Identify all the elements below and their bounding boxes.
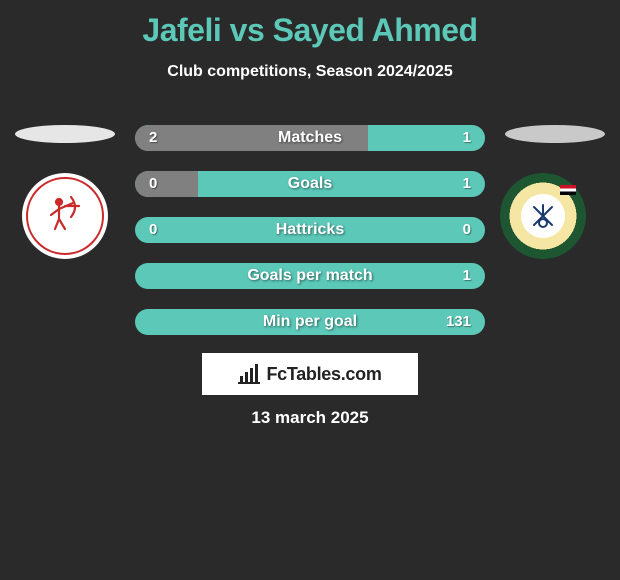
team-left-badge-ring: [26, 177, 104, 255]
stat-label: Goals: [135, 171, 485, 197]
team-left-badge: [22, 173, 108, 259]
stat-label: Goals per match: [135, 263, 485, 289]
egypt-flag-icon: [560, 185, 576, 195]
stat-label: Hattricks: [135, 217, 485, 243]
player-ellipse-left: [15, 125, 115, 143]
team-right-badge: [500, 173, 586, 259]
stat-label: Min per goal: [135, 309, 485, 335]
brand-label: FcTables.com: [266, 364, 381, 385]
team-left-column: [10, 125, 120, 259]
stat-bar: 21Matches: [135, 125, 485, 151]
stats-bars: 21Matches 01Goals 00Hattricks 1Goals per ma…: [135, 125, 485, 355]
stat-bar: 00Hattricks: [135, 217, 485, 243]
stat-bar: 1Goals per match: [135, 263, 485, 289]
brand-box: FcTables.com: [202, 353, 418, 395]
team-right-column: [500, 125, 610, 259]
crossed-swords-icon: [521, 194, 565, 238]
page-title: Jafeli vs Sayed Ahmed: [0, 0, 620, 49]
stat-bar: 131Min per goal: [135, 309, 485, 335]
stat-label: Matches: [135, 125, 485, 151]
archer-icon: [45, 193, 85, 240]
player-ellipse-right: [505, 125, 605, 143]
stat-bar: 01Goals: [135, 171, 485, 197]
subtitle: Club competitions, Season 2024/2025: [0, 63, 620, 81]
date-label: 13 march 2025: [0, 408, 620, 428]
bar-chart-icon: [238, 364, 260, 384]
